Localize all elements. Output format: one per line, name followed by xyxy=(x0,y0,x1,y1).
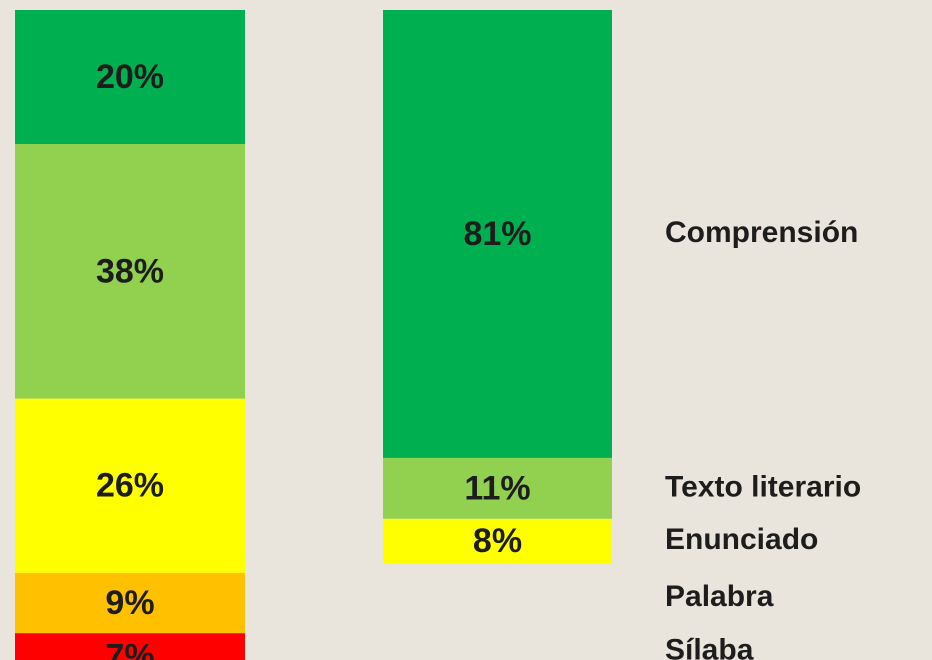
value-label: 8% xyxy=(473,522,522,560)
value-label: 9% xyxy=(105,584,154,622)
bar-segment xyxy=(15,144,245,399)
bar-segment xyxy=(15,633,245,660)
legend-label: Comprensión xyxy=(665,216,858,249)
bar-segment xyxy=(15,572,245,634)
value-label: 20% xyxy=(96,58,164,96)
bar-segment xyxy=(15,10,245,144)
bar-segment xyxy=(383,457,612,519)
legend-label: Texto literario xyxy=(665,470,861,503)
value-label: 7% xyxy=(105,638,154,660)
legend-label: Sílaba xyxy=(665,633,754,660)
legend-label: Palabra xyxy=(665,580,774,613)
value-label: 38% xyxy=(96,252,164,290)
bar-segment xyxy=(383,10,612,458)
value-label: 81% xyxy=(463,215,531,253)
bar-segment xyxy=(15,398,245,573)
legend-label: Enunciado xyxy=(665,523,818,556)
value-label: 26% xyxy=(96,467,164,505)
bar-segment xyxy=(383,518,612,563)
value-label: 11% xyxy=(464,469,530,507)
